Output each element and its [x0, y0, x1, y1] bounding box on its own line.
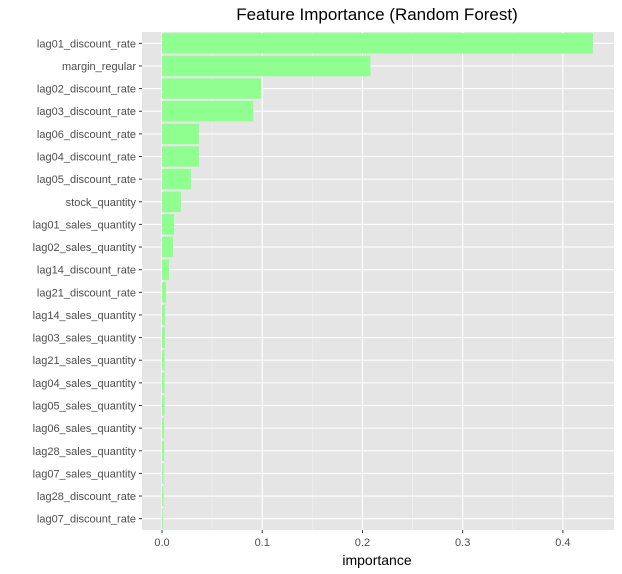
y-tick-label: lag02_discount_rate [37, 84, 136, 96]
y-tick-label: lag03_sales_quantity [33, 333, 137, 345]
bar [162, 350, 165, 371]
x-tick-label: 0.2 [355, 537, 370, 549]
bar [162, 395, 165, 416]
y-tick-label: lag21_sales_quantity [33, 355, 137, 367]
y-tick-label: lag04_sales_quantity [33, 378, 137, 390]
bar [162, 101, 254, 122]
y-tick-label: lag04_discount_rate [37, 152, 136, 164]
y-tick-label: lag07_sales_quantity [33, 468, 137, 480]
y-tick-label: lag02_sales_quantity [33, 242, 137, 254]
y-tick-label: lag03_discount_rate [37, 106, 136, 118]
y-tick-label: lag06_discount_rate [37, 129, 136, 141]
x-axis-labels: 0.0 0.1 0.2 0.3 0.4 [154, 530, 571, 549]
bar [162, 304, 166, 326]
y-tick-label: lag28_discount_rate [37, 491, 136, 503]
y-tick-label: lag01_sales_quantity [33, 219, 137, 231]
x-tick-label: 0.4 [555, 537, 570, 549]
x-tick-label: 0.0 [154, 537, 169, 549]
bar [162, 417, 165, 439]
bar [162, 282, 167, 303]
y-tick-label: lag05_sales_quantity [33, 401, 137, 413]
bar [162, 236, 174, 258]
y-tick-label: lag01_discount_rate [37, 38, 136, 50]
chart-title: Feature Importance (Random Forest) [236, 5, 518, 24]
y-tick-label: lag14_discount_rate [37, 265, 136, 277]
bar [162, 168, 192, 190]
bar [162, 123, 200, 145]
y-tick-label: lag06_sales_quantity [33, 423, 137, 435]
bar [162, 33, 593, 54]
y-tick-label: lag05_discount_rate [37, 174, 136, 186]
bar [162, 372, 165, 394]
bar [162, 463, 164, 484]
bar [162, 78, 262, 99]
bar [162, 508, 164, 529]
y-tick-label: lag14_sales_quantity [33, 310, 137, 322]
y-tick-label: stock_quantity [66, 197, 137, 209]
bar [162, 440, 165, 461]
bar [162, 214, 175, 235]
x-axis-title: importance [342, 552, 411, 568]
bar [162, 146, 200, 167]
x-tick-label: 0.1 [255, 537, 270, 549]
bar [162, 485, 164, 507]
y-tick-label: lag21_discount_rate [37, 287, 136, 299]
x-tick-label: 0.3 [455, 537, 470, 549]
y-axis-labels: lag01_discount_rate margin_regular lag02_d… [33, 38, 142, 526]
bar [162, 191, 182, 212]
bars-group [162, 33, 593, 529]
bar [162, 327, 166, 348]
bar [162, 55, 371, 77]
y-tick-label: margin_regular [62, 61, 136, 73]
y-tick-label: lag28_sales_quantity [33, 446, 137, 458]
y-tick-label: lag07_discount_rate [37, 514, 136, 526]
bar [162, 259, 170, 280]
